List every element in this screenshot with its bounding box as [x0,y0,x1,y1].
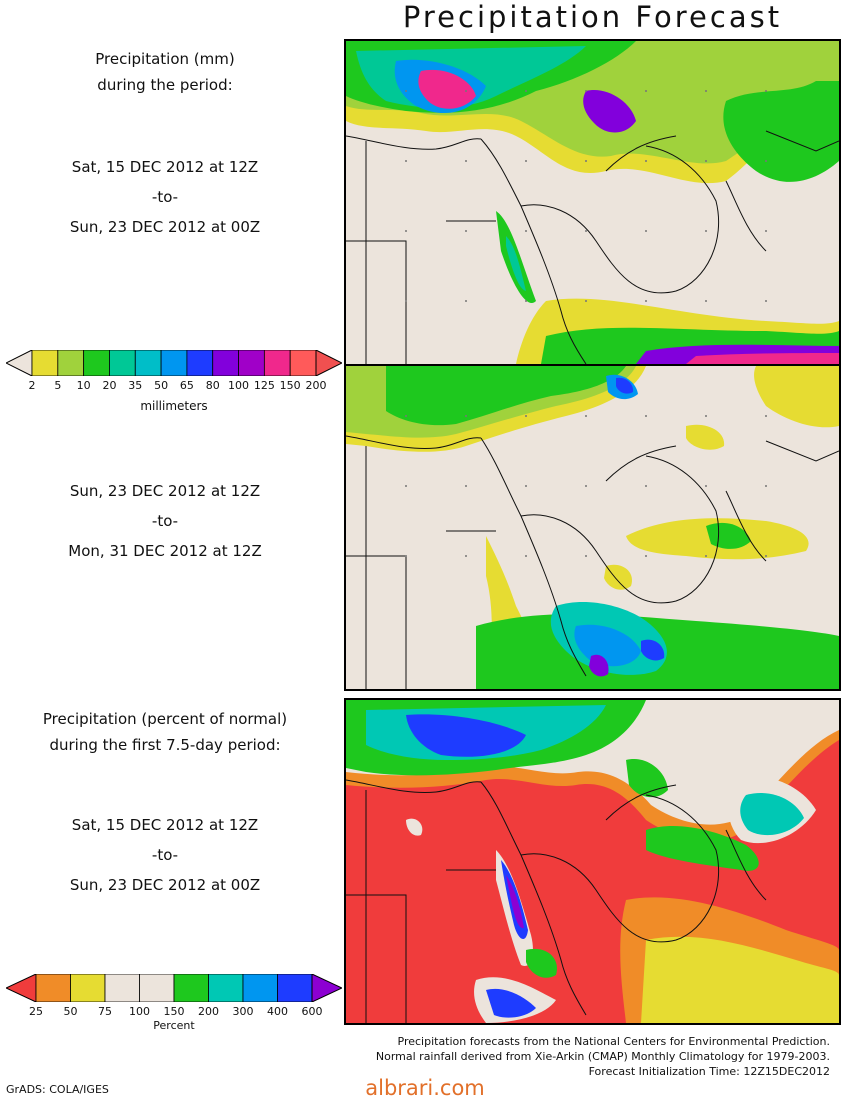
panel2-period: Sun, 23 DEC 2012 at 12Z -to- Mon, 31 DEC… [0,476,330,566]
footer-line3: Forecast Initialization Time: 12Z15DEC20… [588,1065,830,1078]
panel3-end: Sun, 23 DEC 2012 at 00Z [69,876,261,894]
footer-line2: Normal rainfall derived from Xie-Arkin (… [375,1050,830,1063]
colorbar-tick-label: 75 [98,1005,112,1018]
colorbar-tick-label: 25 [29,1005,43,1018]
page-title: Precipitation Forecast [402,0,783,34]
colorbar-tick-label: 50 [63,1005,78,1018]
colorbar-swatch [57,349,85,377]
colorbar-swatch [212,349,239,377]
colorbar-tick-label: 100 [228,379,250,392]
colorbar-mm-unit: millimeters [140,399,208,413]
colorbar-swatch [109,349,136,377]
panel3-period: Sat, 15 DEC 2012 at 12Z -to- Sun, 23 DEC… [0,810,330,900]
panel1-heading: Precipitation (mm) during the period: [0,46,330,98]
panel2-sep: -to- [151,512,179,530]
colorbar-tick-label: 150 [279,379,301,392]
colorbar-percent-unit: Percent [153,1019,195,1032]
colorbar-tick-label: 400 [267,1005,288,1018]
colorbar-tick-label: 80 [205,379,220,392]
precip-percent-normal-map [344,698,841,1025]
grads-credit: GrADS: COLA/IGES [6,1083,109,1096]
panel1-end: Sun, 23 DEC 2012 at 00Z [69,218,261,236]
panel1-sep: -to- [151,188,179,206]
colorbar-tick-label: 35 [128,379,143,392]
panel3-start: Sat, 15 DEC 2012 at 12Z [71,816,259,834]
panel3-heading-line2: during the first 7.5-day period: [49,736,281,754]
colorbar-tick-label: 300 [232,1005,254,1018]
panel3-heading-line1: Precipitation (percent of normal) [42,710,288,728]
colorbar-swatch [160,349,188,377]
colorbar-tick-label: 10 [76,379,91,392]
colorbar-swatch [173,973,209,1003]
footer-notes: Precipitation forecasts from the Nationa… [376,1034,830,1079]
precip-map-week2 [344,364,841,691]
footer-line1: Precipitation forecasts from the Nationa… [397,1035,831,1048]
panel1-start: Sat, 15 DEC 2012 at 12Z [71,158,259,176]
colorbar-swatch [242,973,278,1003]
watermark: albrari.com [365,1076,485,1100]
colorbar-percent-ticks: 25 50 75 100 150 200 300 400 600 [6,1005,342,1019]
colorbar-swatch [208,973,244,1003]
colorbar-tick-label: 20 [102,379,117,392]
colorbar-tick-label: 200 [305,379,327,392]
colorbar-swatch [238,349,265,377]
colorbar-arrow-high [315,349,344,377]
colorbar-tick-label: 100 [129,1005,150,1018]
colorbar-tick-label: 600 [301,1005,323,1018]
colorbar-swatch [31,349,59,377]
panel1-period: Sat, 15 DEC 2012 at 12Z -to- Sun, 23 DEC… [0,152,330,242]
colorbar-swatch [134,349,162,377]
colorbar-mm-ticks: 2 5 10 20 35 50 65 80 100 125 150 200 [6,379,342,393]
colorbar-swatch [139,973,175,1003]
colorbar-swatch [263,349,291,377]
colorbar-swatch [70,973,106,1003]
colorbar-swatch [277,973,313,1003]
colorbar-tick-label: 125 [253,379,275,392]
colorbar-mm [4,349,344,377]
colorbar-swatch [104,973,140,1003]
colorbar-arrow-low [4,973,37,1003]
colorbar-tick-label: 2 [28,379,36,392]
colorbar-swatch [83,349,110,377]
colorbar-tick-label: 150 [163,1005,185,1018]
panel1-heading-line2: during the period: [97,76,233,94]
colorbar-tick-label: 200 [198,1005,219,1018]
panel3-heading: Precipitation (percent of normal) during… [0,706,330,758]
panel3-sep: -to- [151,846,179,864]
colorbar-arrow-low [4,349,33,377]
colorbar-arrow-high [311,973,344,1003]
panel1-heading-line1: Precipitation (mm) [95,50,235,68]
colorbar-swatch [289,349,317,377]
colorbar-tick-label: 50 [154,379,169,392]
precip-map-week1 [344,39,841,366]
colorbar-swatch [186,349,214,377]
colorbar-tick-label: 5 [54,379,62,392]
panel2-end: Mon, 31 DEC 2012 at 12Z [68,542,262,560]
colorbar-tick-label: 65 [179,379,194,392]
colorbar-percent [4,973,344,1003]
colorbar-swatch [35,973,71,1003]
panel2-start: Sun, 23 DEC 2012 at 12Z [69,482,261,500]
